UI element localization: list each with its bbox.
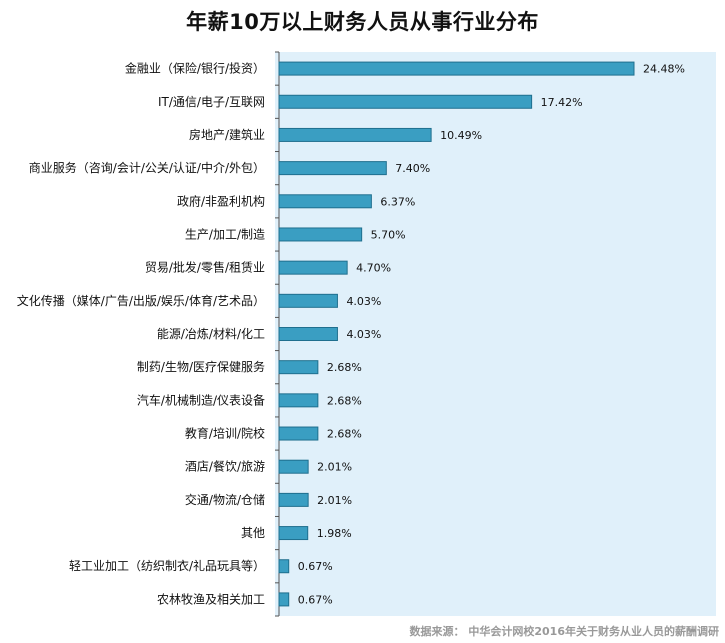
category-label: 酒店/餐饮/旅游 [185, 459, 265, 474]
bar [278, 360, 319, 375]
value-label: 2.01% [317, 494, 352, 507]
value-label: 6.37% [380, 195, 415, 208]
value-label: 17.42% [541, 96, 583, 109]
bar [278, 393, 319, 408]
value-label: 0.67% [298, 593, 333, 606]
bar [278, 492, 309, 507]
value-label: 24.48% [643, 63, 685, 76]
category-label: 教育/培训/院校 [185, 426, 265, 441]
bar [278, 426, 319, 441]
value-label: 4.70% [356, 262, 391, 275]
value-label: 7.40% [395, 162, 430, 175]
category-label: 农林牧渔及相关加工 [157, 592, 265, 606]
bar [278, 327, 338, 341]
bar [278, 127, 432, 142]
value-label: 10.49% [440, 129, 482, 142]
category-label: 交通/物流/仓储 [185, 492, 265, 507]
value-label: 1.98% [317, 527, 352, 540]
bar [278, 227, 363, 242]
bar [278, 559, 290, 574]
category-label: 房地产/建筑业 [189, 127, 265, 142]
value-label: 4.03% [346, 295, 381, 308]
bar [278, 592, 290, 607]
value-label: 2.68% [327, 361, 362, 374]
bar [278, 61, 635, 76]
category-label: 商业服务（咨询/会计/公关/认证/中介/外包） [29, 160, 265, 175]
category-label: 能源/冶炼/材料/化工 [157, 326, 265, 341]
value-label: 2.68% [327, 428, 362, 441]
category-label: 文化传播（媒体/广告/出版/娱乐/体育/艺术品） [17, 293, 265, 308]
bar [278, 526, 309, 541]
value-label: 4.03% [346, 328, 381, 341]
bar [278, 94, 533, 109]
category-label: 政府/非盈利机构 [177, 193, 265, 208]
bar [278, 194, 372, 209]
category-label: 汽车/机械制造/仪表设备 [137, 392, 265, 407]
bar [278, 161, 387, 176]
category-label: 制药/生物/医疗保健服务 [137, 359, 265, 374]
category-label: 生产/加工/制造 [185, 227, 265, 241]
category-label: 轻工业加工（纺织制衣/礼品玩具等） [69, 558, 265, 573]
chart-title: 年薪10万以上财务人员从事行业分布 [186, 10, 539, 34]
source-note: 数据来源： 中华会计网校2016年关于财务从业人员的薪酬调研 [409, 625, 719, 638]
category-label: 贸易/批发/零售/租赁业 [145, 260, 265, 275]
value-label: 0.67% [298, 560, 333, 573]
bars-group: 金融业（保险/银行/投资） 24.48% IT/通信/电子/互联网 17.42% 房地产… [17, 51, 685, 617]
value-label: 5.70% [371, 228, 406, 241]
bar [278, 459, 309, 474]
category-label: 其他 [241, 526, 265, 540]
bar [278, 260, 348, 275]
category-label: 金融业（保险/银行/投资） [125, 61, 265, 76]
value-label: 2.68% [327, 394, 362, 407]
bar [278, 293, 338, 308]
plot-area [275, 52, 716, 616]
category-label: IT/通信/电子/互联网 [158, 95, 265, 109]
value-label: 2.01% [317, 461, 352, 474]
